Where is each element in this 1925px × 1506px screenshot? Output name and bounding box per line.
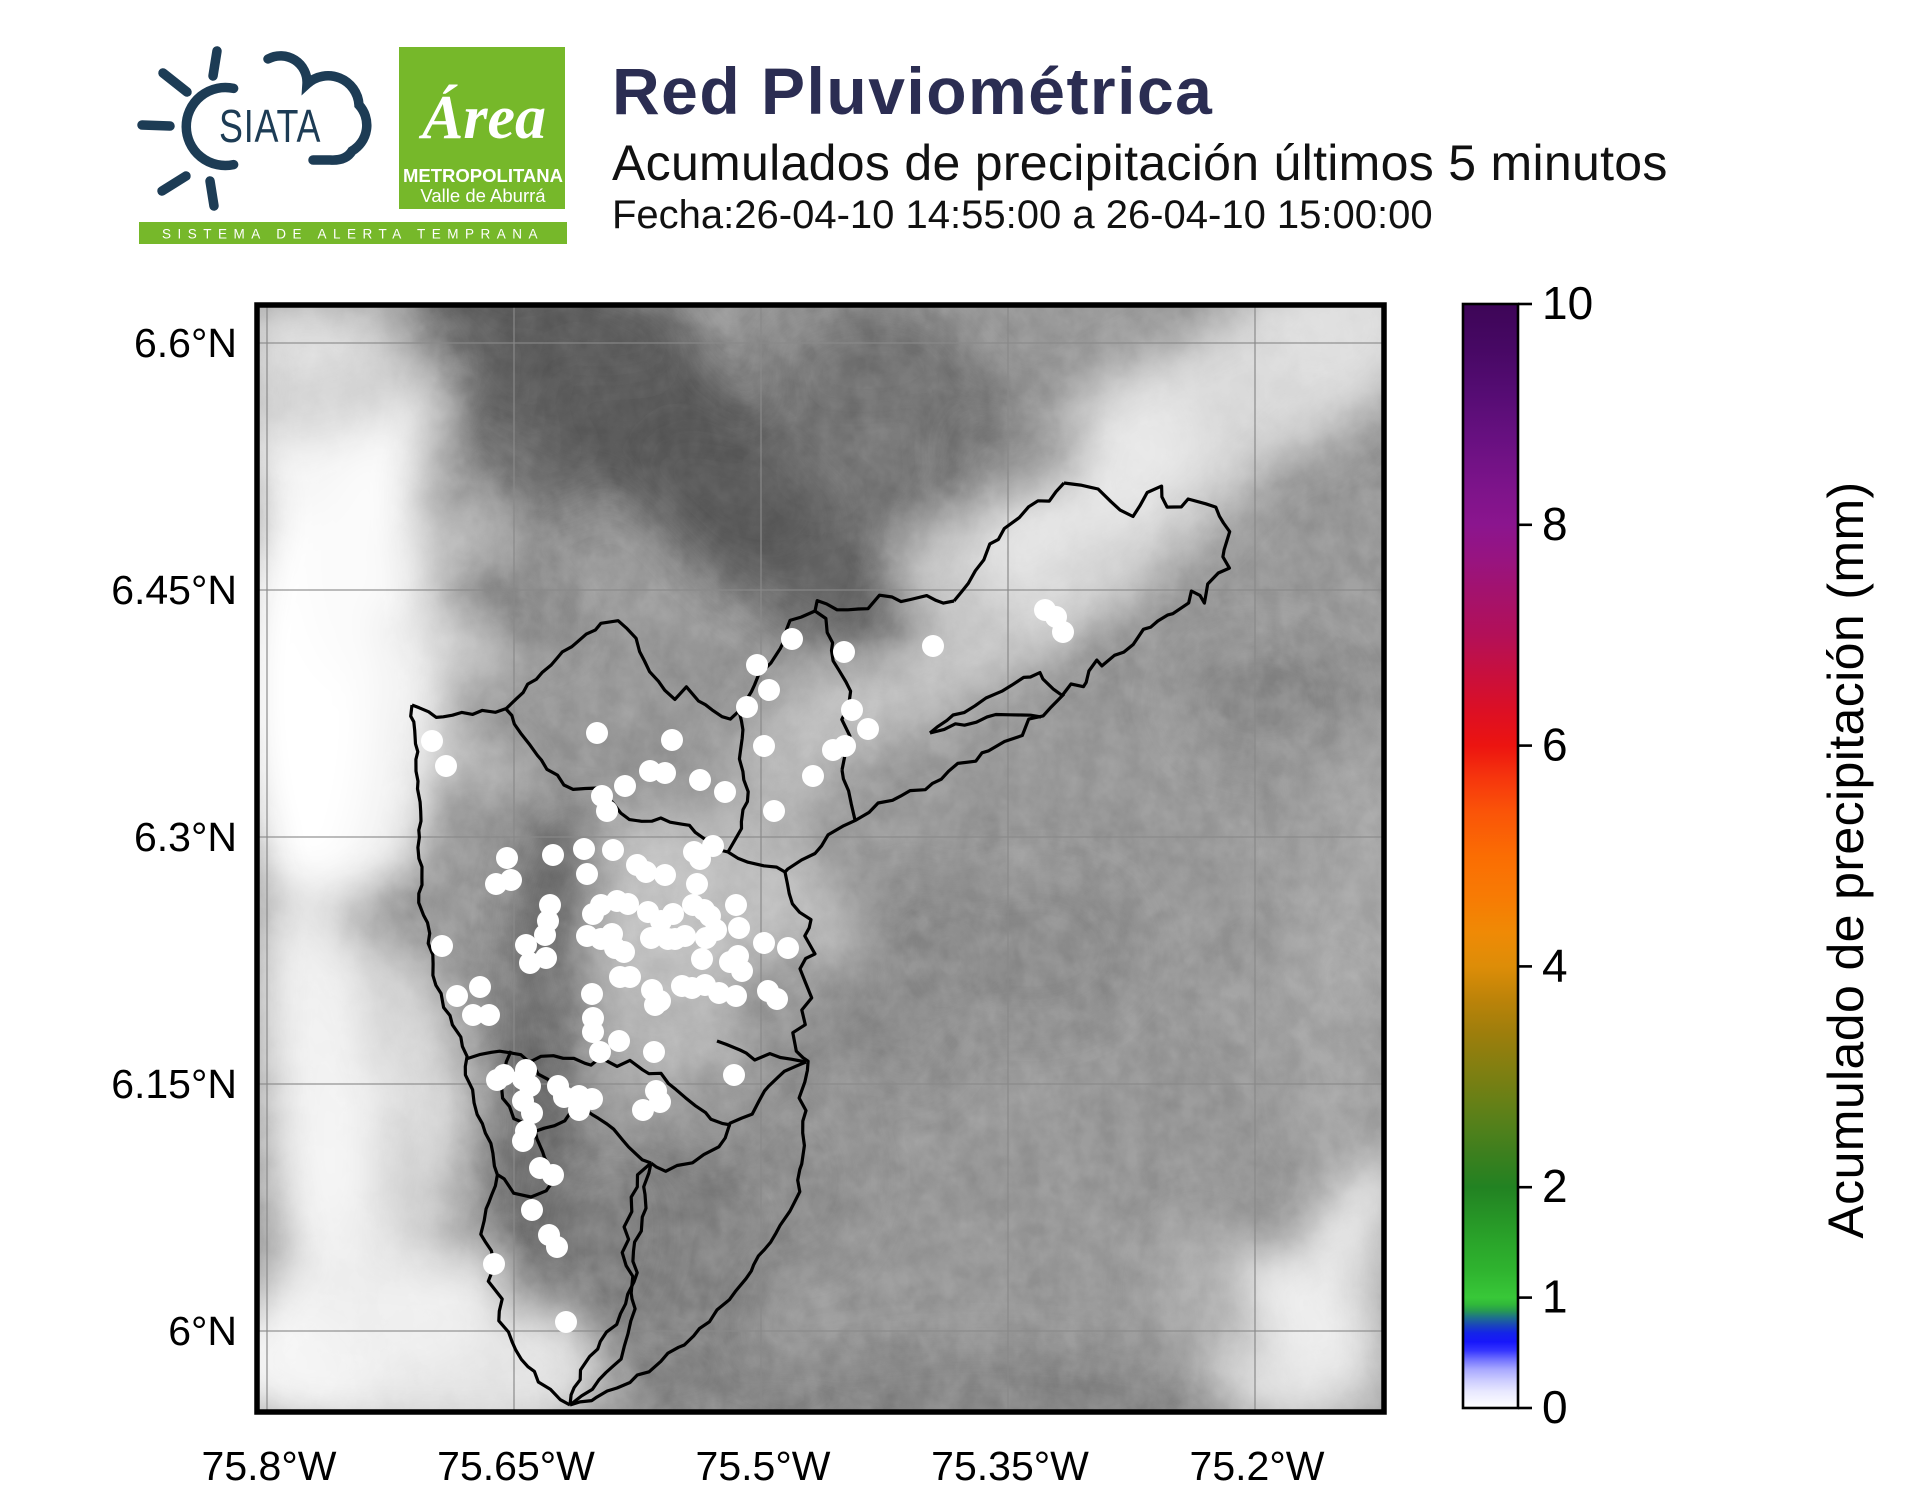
svg-text:METROPOLITANA: METROPOLITANA bbox=[403, 165, 563, 186]
svg-text:Valle de Aburrá: Valle de Aburrá bbox=[420, 185, 546, 206]
svg-text:75.2°W: 75.2°W bbox=[1190, 1443, 1325, 1489]
svg-text:Acumulado de precipitación (mm: Acumulado de precipitación (mm) bbox=[1818, 481, 1874, 1238]
svg-text:Fecha:26-04-10 14:55:00 a 26-0: Fecha:26-04-10 14:55:00 a 26-04-10 15:00… bbox=[612, 193, 1433, 237]
svg-text:Área: Área bbox=[418, 84, 546, 152]
svg-text:10: 10 bbox=[1542, 277, 1593, 329]
svg-text:Acumulados de precipitación úl: Acumulados de precipitación últimos 5 mi… bbox=[612, 135, 1668, 191]
svg-text:6°N: 6°N bbox=[168, 1308, 237, 1354]
svg-text:6.6°N: 6.6°N bbox=[134, 320, 237, 366]
svg-text:Red Pluviométrica: Red Pluviométrica bbox=[612, 54, 1213, 128]
svg-text:6.3°N: 6.3°N bbox=[134, 814, 237, 860]
svg-text:6.15°N: 6.15°N bbox=[111, 1061, 237, 1107]
svg-text:75.65°W: 75.65°W bbox=[437, 1443, 595, 1489]
svg-text:0: 0 bbox=[1542, 1381, 1568, 1433]
svg-text:6: 6 bbox=[1542, 719, 1568, 771]
svg-text:1: 1 bbox=[1542, 1271, 1568, 1323]
svg-text:8: 8 bbox=[1542, 498, 1568, 550]
svg-text:75.35°W: 75.35°W bbox=[931, 1443, 1089, 1489]
svg-text:SIATA: SIATA bbox=[219, 101, 321, 152]
svg-text:SISTEMA DE ALERTA TEMPRANA: SISTEMA DE ALERTA TEMPRANA bbox=[162, 227, 544, 242]
svg-text:4: 4 bbox=[1542, 939, 1568, 991]
svg-text:75.5°W: 75.5°W bbox=[696, 1443, 831, 1489]
svg-text:75.8°W: 75.8°W bbox=[202, 1443, 337, 1489]
svg-text:6.45°N: 6.45°N bbox=[111, 567, 237, 613]
svg-text:2: 2 bbox=[1542, 1160, 1568, 1212]
